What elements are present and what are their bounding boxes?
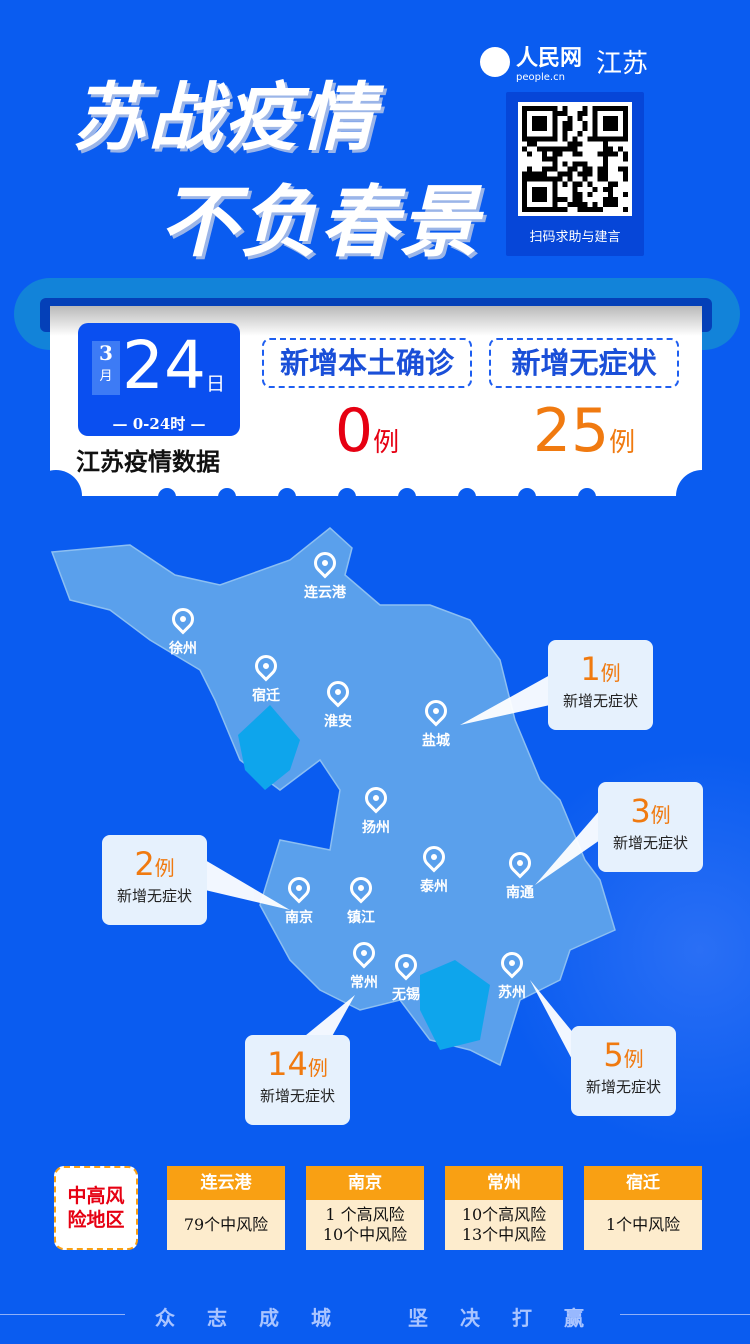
city-label: 南京 (285, 910, 313, 926)
risk-city: 连云港 (167, 1166, 285, 1200)
risk-label: 中高风险地区 (54, 1166, 138, 1250)
case-callout: 1例新增无症状 (548, 640, 653, 730)
card-notch (30, 470, 82, 522)
day: 24 (122, 327, 206, 404)
slogan-right: 坚决打赢 (408, 1306, 616, 1330)
divider (0, 1314, 125, 1315)
ticket-hole (338, 488, 356, 506)
card-notch (676, 470, 728, 522)
risk-count: 10个高风险 (461, 1205, 547, 1224)
region-label: 江苏疫情数据 (76, 447, 220, 476)
city-label: 盐城 (422, 733, 450, 749)
ticket-hole (398, 488, 416, 506)
slogan-left: 众志成城 (155, 1306, 363, 1330)
risk-area-card: 常州 10个高风险 13个中风险 (445, 1166, 563, 1250)
city-label: 常州 (350, 975, 378, 991)
case-label: 新增无症状 (612, 834, 688, 852)
unit: 例 (609, 428, 636, 458)
city-label: 泰州 (420, 879, 448, 895)
risk-area-card: 南京 1 个高风险 10个中风险 (306, 1166, 424, 1250)
ticket-hole (218, 488, 236, 506)
hongze-lake (238, 705, 300, 790)
divider (620, 1314, 750, 1315)
case-unit: 例 (600, 661, 621, 685)
ticket-hole (278, 488, 296, 506)
logo-region: 江苏 (596, 49, 649, 79)
callout-pointers (205, 675, 600, 1065)
city-label: 淮安 (324, 714, 352, 730)
risk-count: 10个中风险 (322, 1225, 408, 1244)
risk-city: 宿迁 (584, 1166, 702, 1200)
period: 0-24时 (132, 415, 186, 433)
people-logo: 人民网 people.cn 江苏 (480, 40, 648, 83)
qr-code[interactable] (518, 102, 632, 216)
jiangsu-map (50, 527, 616, 1067)
case-count: 2 (134, 845, 155, 883)
logo-en: people.cn (516, 72, 565, 83)
case-label: 新增无症状 (585, 1078, 661, 1096)
ticket-hole (458, 488, 476, 506)
ticket-hole (578, 488, 596, 506)
tai-lake (420, 960, 490, 1050)
city-label: 徐州 (169, 641, 197, 657)
case-label: 新增无症状 (116, 887, 192, 905)
city-label: 宿迁 (252, 688, 280, 704)
title-line2: 不负春景 (160, 177, 481, 268)
province-shape (50, 527, 616, 1067)
qr-panel[interactable]: 扫码求助与建言 (506, 92, 644, 256)
city-label: 南通 (506, 885, 534, 901)
confirmed-value: 0 (334, 396, 374, 466)
risk-count: 1个中风险 (605, 1215, 681, 1234)
qr-caption: 扫码求助与建言 (529, 230, 621, 245)
case-callout: 2例新增无症状 (102, 835, 207, 925)
month-unit: 月 (99, 369, 113, 384)
case-label: 新增无症状 (259, 1087, 335, 1105)
logo-icon (480, 46, 510, 77)
ticket-hole (518, 488, 536, 506)
risk-city: 常州 (445, 1166, 563, 1200)
city-label: 镇江 (347, 910, 375, 926)
case-count: 1 (580, 650, 601, 688)
case-unit: 例 (650, 803, 671, 827)
case-callout: 5例新增无症状 (571, 1026, 676, 1116)
case-unit: 例 (623, 1047, 644, 1071)
title-line1: 苏战疫情 (72, 75, 376, 161)
risk-area-card: 宿迁 1个中风险 (584, 1166, 702, 1250)
case-unit: 例 (154, 856, 175, 880)
city-label: 苏州 (498, 985, 526, 1001)
city-label: 无锡 (392, 987, 420, 1003)
city-label: 连云港 (304, 585, 346, 601)
risk-label-text: 中高风险地区 (67, 1185, 125, 1231)
day-unit: 日 (206, 373, 226, 395)
risk-count: 79个中风险 (183, 1215, 269, 1234)
case-count: 14 (267, 1045, 308, 1083)
logo-cn: 人民网 (516, 45, 583, 71)
confirmed-label: 新增本土确诊 (262, 338, 472, 388)
asymptomatic-value: 25 (532, 396, 610, 466)
asymptomatic-label: 新增无症状 (489, 338, 679, 388)
ticket-hole (158, 488, 176, 506)
risk-city: 南京 (306, 1166, 424, 1200)
risk-count: 13个中风险 (461, 1225, 547, 1244)
risk-area-card: 连云港 79个中风险 (167, 1166, 285, 1250)
case-count: 5 (603, 1036, 624, 1074)
case-label: 新增无症状 (562, 692, 638, 710)
case-callout: 3例新增无症状 (598, 782, 703, 872)
city-label: 扬州 (362, 820, 390, 836)
risk-count: 1 个高风险 (325, 1205, 405, 1224)
month: 3 (99, 341, 113, 365)
case-unit: 例 (307, 1056, 328, 1080)
case-count: 3 (630, 792, 651, 830)
case-callout: 14例新增无症状 (245, 1035, 350, 1125)
unit: 例 (373, 428, 400, 458)
date-badge: 3 月 24 日 — 0-24时 — (78, 323, 240, 436)
